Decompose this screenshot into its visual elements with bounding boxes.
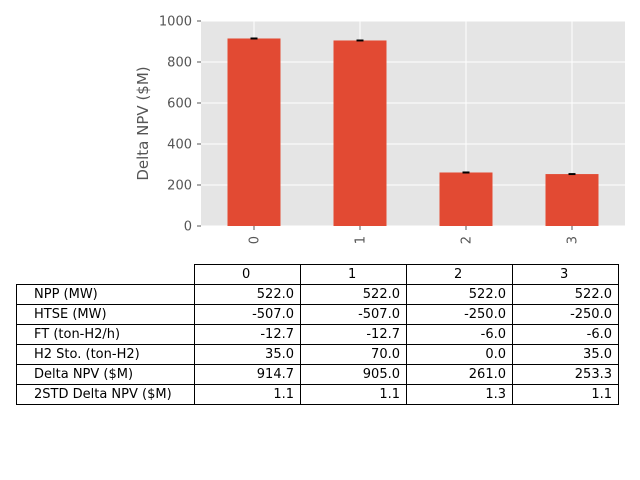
table-row: Delta NPV ($M) 914.7 905.0 261.0 253.3: [16, 364, 619, 385]
table-cell: 522.0: [300, 284, 407, 305]
column-header: 0: [194, 264, 301, 285]
table-cell: 522.0: [512, 284, 619, 305]
table-cell: -250.0: [406, 304, 513, 325]
table-cell: -507.0: [300, 304, 407, 325]
table-cell: 35.0: [194, 344, 301, 365]
x-axis-ticks: 0 1 2 3: [248, 226, 581, 244]
table-cell: 522.0: [406, 284, 513, 305]
table-cell: 1.1: [512, 384, 619, 405]
table-cell: -6.0: [406, 324, 513, 345]
column-header: 3: [512, 264, 619, 285]
table-cell: 1.3: [406, 384, 513, 405]
table-cell: 1.1: [300, 384, 407, 405]
table-cell: -12.7: [194, 324, 301, 345]
y-tick-label: 400: [167, 138, 192, 153]
y-tick-label: 1000: [159, 15, 192, 30]
table-row: 2STD Delta NPV ($M) 1.1 1.1 1.3 1.1: [16, 384, 619, 405]
table-row: HTSE (MW) -507.0 -507.0 -250.0 -250.0: [16, 304, 619, 325]
table-row: FT (ton-H2/h) -12.7 -12.7 -6.0 -6.0: [16, 324, 619, 345]
table-cell: 0.0: [406, 344, 513, 365]
table-cell: 35.0: [512, 344, 619, 365]
table-cell: 905.0: [300, 364, 407, 385]
row-header: Delta NPV ($M): [16, 364, 195, 385]
table-cell: 522.0: [194, 284, 301, 305]
y-tick-label: 200: [167, 179, 192, 194]
bar-0: [227, 38, 281, 227]
x-tick-label: 3: [566, 236, 581, 244]
table-cell: -250.0: [512, 304, 619, 325]
bar-1: [333, 40, 387, 226]
row-header: HTSE (MW): [16, 304, 195, 325]
x-tick-label: 0: [248, 236, 263, 244]
y-axis-ticks: 0 200 400 600 800 1000: [159, 15, 201, 235]
table-row: NPP (MW) 522.0 522.0 522.0 522.0: [16, 284, 619, 305]
bar-2: [439, 172, 493, 226]
bar-3: [545, 174, 599, 226]
table-cell: -6.0: [512, 324, 619, 345]
row-header: H2 Sto. (ton-H2): [16, 344, 195, 365]
table-cell: 1.1: [194, 384, 301, 405]
table-cell: 914.7: [194, 364, 301, 385]
y-tick-label: 600: [167, 97, 192, 112]
column-header: 2: [406, 264, 513, 285]
x-tick-label: 2: [460, 236, 475, 244]
table-cell: 253.3: [512, 364, 619, 385]
table-cell: -12.7: [300, 324, 407, 345]
bars: [227, 38, 599, 227]
y-tick-label: 800: [167, 56, 192, 71]
table-cell: 70.0: [300, 344, 407, 365]
table-cell: 261.0: [406, 364, 513, 385]
table-corner: [16, 264, 195, 285]
row-header: NPP (MW): [16, 284, 195, 305]
x-tick-label: 1: [354, 236, 369, 244]
y-tick-label: 0: [184, 220, 192, 235]
error-bars: [250, 37, 576, 176]
row-header: FT (ton-H2/h): [16, 324, 195, 345]
column-header: 1: [300, 264, 407, 285]
data-table: 0 1 2 3 NPP (MW) 522.0 522.0 522.0 522.0 HTSE (MW…: [16, 264, 619, 405]
y-axis-title: Delta NPV ($M): [134, 66, 152, 180]
row-header: 2STD Delta NPV ($M): [16, 384, 195, 405]
bar-chart: 0 200 400 600 800 1000 0 1 2 3 Delta NPV ($M): [134, 15, 625, 244]
table-cell: -507.0: [194, 304, 301, 325]
table-row: H2 Sto. (ton-H2) 35.0 70.0 0.0 35.0: [16, 344, 619, 365]
